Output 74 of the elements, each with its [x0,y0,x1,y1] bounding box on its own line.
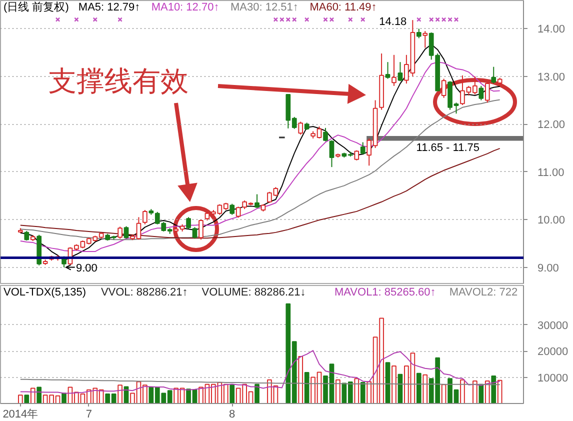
bar [304,372,310,404]
candlestick [230,203,235,216]
text: MA10: 12.70↑ [151,2,220,14]
x-tick-label: 7 [86,408,92,420]
candlestick [422,30,428,48]
bar [24,394,30,404]
candlestick [254,194,260,209]
chart-title: VOL-TDX(5,135) [4,286,86,298]
candlestick [354,150,360,161]
candlestick [329,140,334,168]
bar [62,392,66,404]
y-tick-label: 13.00 [538,71,566,84]
candlestick [392,54,396,86]
text: MAVOL2: 722 [449,286,518,298]
bar [118,384,122,404]
annotation: VVOL: 88286.21↑ [100,286,188,298]
annotation: 14.18 [379,16,407,28]
y-tick-label: 20000 [538,346,568,358]
bar [385,362,390,404]
text: MA5: 12.79↑ [78,2,140,14]
annotation: 支撑线有效 [48,66,188,98]
line-series [20,350,500,394]
candlestick [142,210,148,225]
y-tick-label: 10.00 [538,214,566,227]
candlestick [198,219,204,240]
candlestick [186,216,191,230]
line-series [20,99,500,240]
candlestick [398,62,403,82]
bar [422,374,428,404]
candlestick [416,28,422,39]
annotation: 9.00 [76,262,98,274]
text: MAVOL1: 85265.60↑ [334,286,436,298]
candlestick [478,85,484,101]
bar [460,379,465,404]
y-tick-label: 14.00 [538,24,566,36]
x-tick-label: 8 [229,408,236,420]
text: MA60: 11.49↑ [310,2,377,14]
bar [298,356,304,404]
y-tick-label: 30000 [538,320,568,332]
candlestick [192,226,198,240]
bar [497,380,502,404]
bar [416,372,422,404]
candlestick [491,66,496,84]
bar [18,394,23,404]
bar [360,382,366,404]
bar [392,366,396,404]
bar [491,375,496,404]
y-tick-label: 11.00 [538,166,564,179]
y-tick-label: 9.00 [538,262,559,274]
candlestick [323,127,328,142]
bar [472,380,478,404]
candlestick [360,142,366,155]
bar [230,384,235,404]
candlestick [441,78,446,98]
bar [30,388,36,404]
bar [254,384,260,404]
bar [354,378,360,404]
chart-title: (日线 前复权) [4,0,69,14]
bar [36,386,42,404]
y-tick-label: 12.00 [538,119,566,132]
text: MA30: 12.51↑ [230,2,298,14]
x-tick-label: 2014年 [2,408,38,420]
candlestick [385,62,390,80]
bar [478,384,484,404]
bar [484,380,490,404]
candlestick [124,226,129,240]
candlestick [24,230,30,242]
candlestick [118,226,122,240]
candlestick [484,82,490,104]
annotation: VOLUME: 88286.21↓ [202,286,306,298]
band-label: 11.65 - 11.75 [416,142,480,154]
bar [336,379,340,404]
candlestick [298,121,304,136]
y-tick-label: 10000 [538,372,568,384]
